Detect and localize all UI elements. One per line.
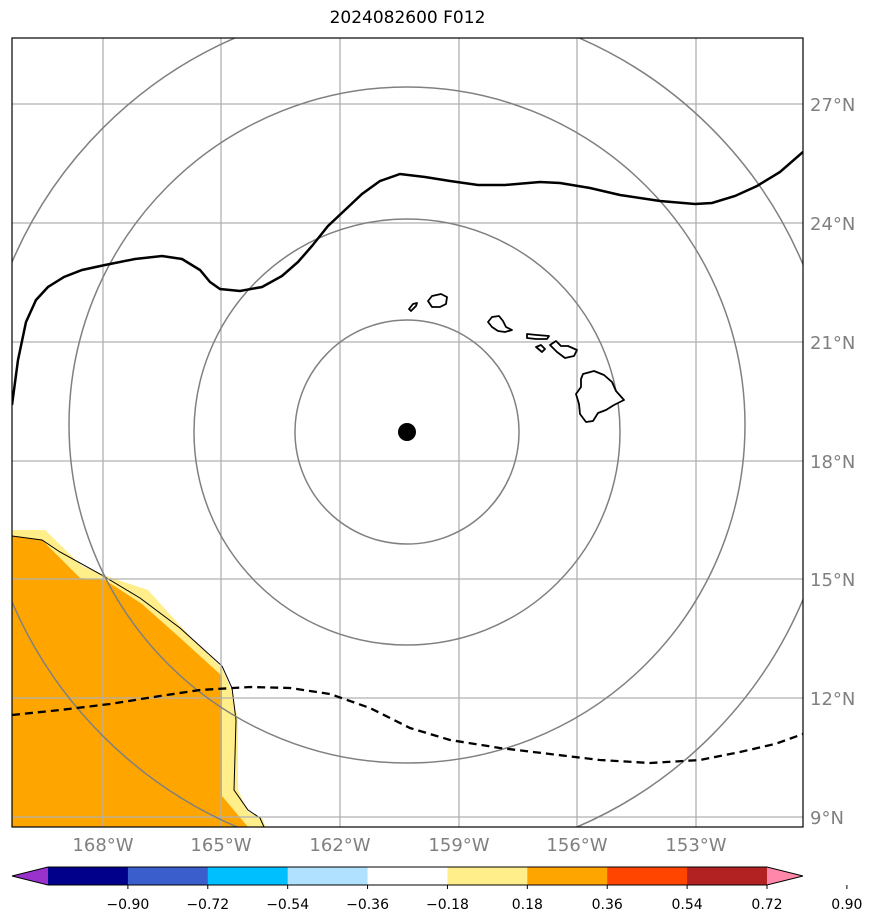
- lon-label: 165°W: [190, 835, 251, 856]
- island-molokai: [526, 333, 550, 340]
- lon-label: 156°W: [546, 835, 607, 856]
- colorbar-tick-label: −0.54: [266, 897, 309, 913]
- lat-label: 9°N: [810, 808, 844, 829]
- longitude-labels: 168°W 165°W 162°W 159°W 156°W 153°W: [72, 835, 726, 856]
- colorbar-segment: [367, 867, 448, 885]
- contour-solid: [12, 151, 803, 406]
- island-lanai: [535, 344, 546, 353]
- map-area: [12, 38, 803, 827]
- island-maui: [549, 340, 578, 359]
- lat-label: 12°N: [810, 689, 855, 710]
- range-rings: [12, 38, 803, 827]
- range-ring-3: [68, 86, 746, 764]
- colorbar-segment: [127, 867, 209, 885]
- lon-label: 162°W: [309, 835, 370, 856]
- map-title: 2024082600 F012: [329, 8, 486, 28]
- lat-label: 27°N: [810, 95, 855, 116]
- colorbar-segment: [607, 867, 688, 885]
- colorbar-segment: [287, 867, 369, 885]
- colorbar-tick-label: −0.72: [186, 897, 229, 913]
- lat-label: 21°N: [810, 333, 855, 354]
- island-big-island: [575, 370, 625, 423]
- colorbar-extend-high: [767, 867, 803, 885]
- lat-label: 15°N: [810, 570, 855, 591]
- island-kauai: [427, 293, 448, 308]
- colorbar-segment: [527, 867, 608, 885]
- map-frame: [11, 37, 804, 828]
- island-oahu: [487, 315, 513, 333]
- lat-label: 18°N: [810, 452, 855, 473]
- colorbar: −0.90 −0.72 −0.54 −0.36 −0.18 0.18 0.36 0.54 0.7…: [11, 866, 862, 913]
- colorbar-tick-label: 0.90: [831, 897, 862, 913]
- colorbar-segment: [48, 867, 129, 885]
- colorbar-tick-label: −0.18: [426, 897, 469, 913]
- colorbar-segment: [447, 867, 528, 885]
- island-outlines: [408, 293, 625, 423]
- colorbar-tick-label: 0.36: [592, 897, 623, 913]
- anomaly-fill-orange: [12, 536, 248, 827]
- range-ring-2: [193, 218, 621, 646]
- contour-dashed: [12, 685, 803, 765]
- colorbar-tick-label: 0.72: [751, 897, 782, 913]
- lat-label: 24°N: [810, 214, 855, 235]
- island-niihau: [408, 302, 418, 312]
- colorbar-segment: [207, 867, 289, 885]
- lon-label: 153°W: [665, 835, 726, 856]
- colorbar-tick-label: 0.18: [512, 897, 543, 913]
- colorbar-outline: [11, 866, 804, 886]
- lon-label: 159°W: [428, 835, 489, 856]
- contour-thin: [12, 535, 265, 827]
- colorbar-tick-label: 0.54: [672, 897, 703, 913]
- colorbar-tick-label: −0.36: [346, 897, 389, 913]
- storm-center-dot: [398, 423, 416, 441]
- range-ring-1: [294, 319, 520, 545]
- latitude-labels: 27°N 24°N 21°N 18°N 15°N 12°N 9°N: [810, 95, 855, 829]
- lon-label: 168°W: [72, 835, 133, 856]
- colorbar-tick-label: −0.90: [106, 897, 149, 913]
- colorbar-segment: [687, 867, 768, 885]
- colorbar-extend-low: [12, 867, 48, 885]
